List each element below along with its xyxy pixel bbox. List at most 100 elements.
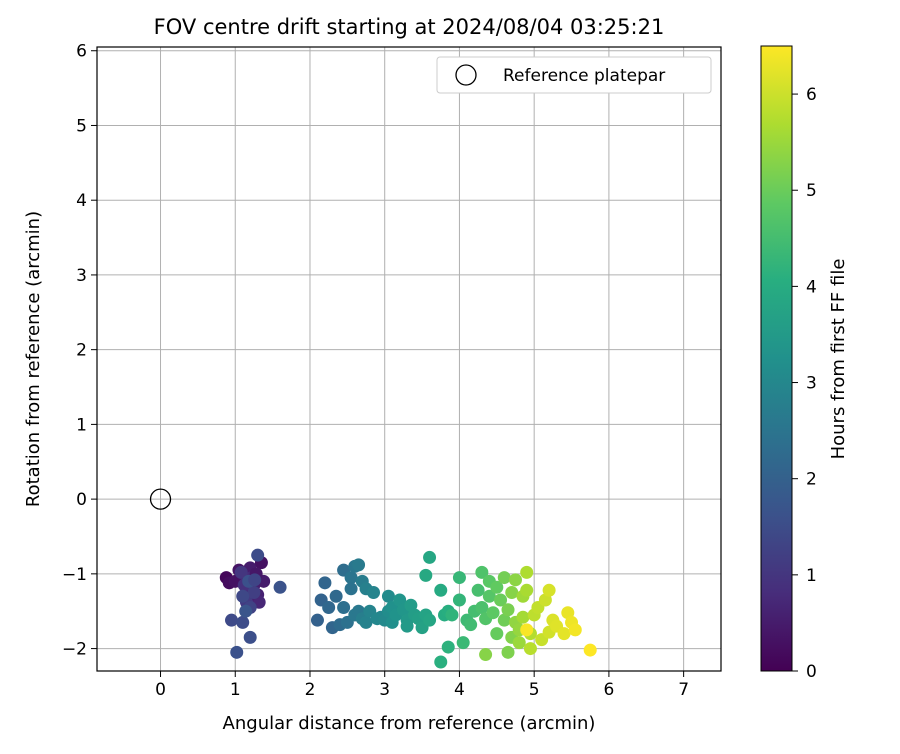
y-tick-label: −1 bbox=[62, 565, 87, 585]
plot-area-frame bbox=[96, 46, 722, 672]
colorbar-tick-label: 2 bbox=[806, 470, 817, 490]
legend-box bbox=[436, 56, 712, 94]
data-point bbox=[423, 613, 437, 627]
data-point bbox=[247, 586, 261, 600]
data-point bbox=[508, 573, 522, 587]
data-point bbox=[464, 618, 478, 632]
y-tick-label: −2 bbox=[62, 640, 87, 660]
data-point bbox=[479, 648, 493, 662]
reference-point-marker bbox=[149, 488, 172, 510]
data-point bbox=[501, 603, 515, 617]
data-point bbox=[505, 586, 519, 600]
data-point bbox=[441, 640, 455, 654]
data-point bbox=[248, 573, 262, 587]
legend-marker bbox=[455, 64, 477, 86]
data-point bbox=[434, 655, 448, 669]
colorbar: 0 1 2 3 4 5 6 Hours from first FF file bbox=[760, 45, 849, 682]
data-point bbox=[344, 571, 358, 585]
data-point bbox=[456, 636, 470, 650]
data-point bbox=[568, 623, 582, 637]
data-point bbox=[497, 613, 511, 627]
colorbar-gradient bbox=[760, 45, 793, 672]
colorbar-ticks: 0 1 2 3 4 5 6 bbox=[792, 85, 817, 682]
data-point bbox=[419, 568, 433, 582]
data-point bbox=[475, 600, 489, 614]
data-point bbox=[234, 565, 248, 579]
x-tick-label: 1 bbox=[230, 680, 241, 700]
colorbar-tick-label: 1 bbox=[806, 566, 817, 586]
data-point bbox=[310, 613, 324, 627]
y-tick-label: 5 bbox=[76, 116, 87, 136]
grid bbox=[97, 47, 721, 671]
data-point bbox=[236, 615, 250, 629]
data-point bbox=[236, 589, 250, 603]
legend: Reference platepar bbox=[436, 56, 712, 94]
y-tick-label: 4 bbox=[76, 191, 87, 211]
data-point bbox=[344, 582, 358, 596]
data-point bbox=[516, 610, 530, 624]
data-point bbox=[243, 630, 257, 644]
data-point bbox=[486, 606, 500, 620]
x-axis-label: Angular distance from reference (arcmin) bbox=[223, 713, 596, 734]
data-point bbox=[475, 565, 489, 579]
data-point bbox=[367, 586, 381, 600]
data-point bbox=[494, 593, 508, 607]
x-tick-label: 3 bbox=[379, 680, 390, 700]
x-axis-ticks: 0 1 2 3 4 5 6 7 bbox=[155, 671, 689, 700]
data-point bbox=[359, 615, 373, 629]
y-tick-label: 6 bbox=[76, 42, 87, 62]
x-tick-label: 5 bbox=[529, 680, 540, 700]
x-tick-label: 7 bbox=[678, 680, 689, 700]
data-point bbox=[520, 623, 534, 637]
data-point bbox=[423, 550, 437, 564]
data-point bbox=[482, 589, 496, 603]
x-tick-label: 4 bbox=[454, 680, 465, 700]
colorbar-tick-label: 6 bbox=[806, 85, 817, 105]
data-point bbox=[452, 571, 466, 585]
y-tick-label: 3 bbox=[76, 266, 87, 286]
x-tick-label: 6 bbox=[603, 680, 614, 700]
x-tick-label: 0 bbox=[155, 680, 166, 700]
colorbar-tick-label: 3 bbox=[806, 374, 817, 394]
y-tick-label: 0 bbox=[76, 490, 87, 510]
y-axis-ticks: −2 −1 0 1 2 3 4 5 6 bbox=[62, 42, 97, 660]
data-point bbox=[490, 627, 504, 641]
data-point bbox=[329, 589, 343, 603]
colorbar-tick-label: 4 bbox=[806, 277, 817, 297]
data-point bbox=[318, 576, 332, 590]
colorbar-tick-label: 5 bbox=[806, 181, 817, 201]
data-point bbox=[239, 604, 253, 618]
y-axis-label: Rotation from reference (arcmin) bbox=[23, 211, 44, 507]
data-point bbox=[490, 580, 504, 594]
data-point bbox=[520, 565, 534, 579]
data-point bbox=[542, 583, 556, 597]
legend-label: Reference platepar bbox=[503, 66, 665, 86]
data-point bbox=[583, 643, 597, 657]
data-point bbox=[512, 636, 526, 650]
data-point bbox=[352, 558, 366, 572]
chart-title: FOV centre drift starting at 2024/08/04 … bbox=[154, 15, 665, 39]
data-points bbox=[149, 488, 597, 669]
data-point bbox=[434, 583, 448, 597]
data-point bbox=[520, 583, 534, 597]
x-tick-label: 2 bbox=[305, 680, 316, 700]
data-point bbox=[497, 571, 511, 585]
colorbar-tick-label: 0 bbox=[806, 662, 817, 682]
y-tick-label: 1 bbox=[76, 415, 87, 435]
data-point bbox=[445, 608, 459, 622]
colorbar-label: Hours from first FF file bbox=[828, 259, 849, 460]
data-point bbox=[381, 589, 395, 603]
data-point bbox=[523, 642, 537, 656]
data-point bbox=[225, 613, 239, 627]
data-point bbox=[230, 645, 244, 659]
data-point bbox=[557, 627, 571, 641]
data-point bbox=[400, 619, 414, 633]
data-point bbox=[501, 645, 515, 659]
data-point bbox=[251, 548, 265, 562]
data-point bbox=[322, 600, 336, 614]
data-point bbox=[471, 583, 485, 597]
data-point bbox=[273, 580, 287, 594]
y-tick-label: 2 bbox=[76, 341, 87, 361]
